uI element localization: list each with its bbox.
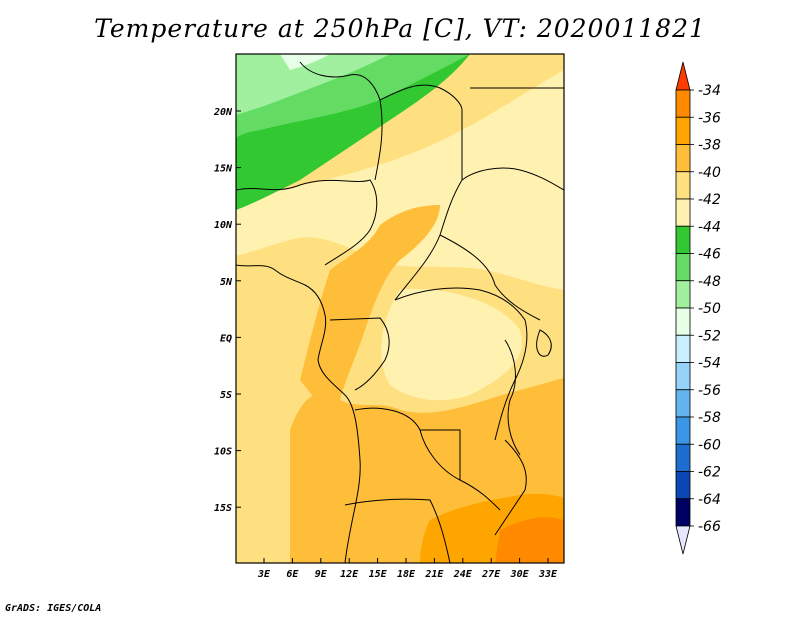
border-gabon-congo bbox=[329, 317, 390, 391]
lon-tick-label: 9E bbox=[315, 569, 328, 580]
colorbar-segment bbox=[675, 116, 691, 145]
field-band-34-core bbox=[495, 517, 564, 563]
colorbar-label: -60 bbox=[698, 437, 721, 453]
border-namibia bbox=[344, 498, 451, 563]
field-band-50 bbox=[280, 54, 330, 70]
border-west-sahel bbox=[236, 179, 378, 266]
colorbar-segment bbox=[675, 89, 691, 118]
colorbar-segment bbox=[675, 171, 691, 200]
lon-tick-label: 18E bbox=[397, 569, 416, 580]
colorbar-label: -48 bbox=[698, 274, 721, 290]
colorbar-segment bbox=[675, 225, 691, 254]
colorbar-label: -56 bbox=[698, 383, 721, 399]
colorbar-label: -54 bbox=[698, 356, 721, 372]
colorbar-segment bbox=[675, 471, 691, 500]
colorbar-segment bbox=[675, 198, 691, 227]
border-east-1 bbox=[461, 167, 564, 191]
colorbar-label: -52 bbox=[698, 328, 721, 344]
lat-tick-label: 10N bbox=[214, 220, 233, 231]
lat-tick-label: 5S bbox=[220, 390, 232, 401]
lon-tick-label: 27E bbox=[481, 569, 501, 580]
colorbar-label: -66 bbox=[698, 519, 721, 535]
temperature-field bbox=[236, 54, 564, 563]
colorbar-label: -64 bbox=[698, 492, 721, 508]
west-coastline bbox=[236, 264, 361, 563]
colorbar-segment bbox=[675, 443, 691, 472]
lon-tick-label: 15E bbox=[369, 569, 388, 580]
border-zambia bbox=[420, 429, 461, 480]
colorbar-segment bbox=[675, 416, 691, 445]
lon-tick-label: 33E bbox=[538, 569, 558, 580]
lat-tick-label: 15N bbox=[214, 164, 233, 175]
colorbar-label: -50 bbox=[698, 301, 721, 317]
field-band-48 bbox=[236, 54, 390, 115]
colorbar-label: -58 bbox=[698, 410, 721, 426]
border-north-1 bbox=[299, 61, 383, 181]
colorbar-label: -62 bbox=[698, 465, 721, 481]
field-band-42-north bbox=[236, 70, 564, 290]
lon-tick-label: 12E bbox=[340, 569, 359, 580]
colorbar-label: -38 bbox=[698, 138, 721, 154]
border-east-2 bbox=[439, 234, 541, 321]
colorbar-bottom-arrow bbox=[675, 525, 691, 555]
lon-tick-label: 3E bbox=[257, 569, 271, 580]
colorbar-segment bbox=[675, 280, 691, 309]
colorbar-segment bbox=[675, 362, 691, 391]
colorbar-segment bbox=[675, 389, 691, 418]
lat-tick-label: 10S bbox=[214, 447, 232, 458]
colorbar-segment bbox=[675, 144, 691, 173]
colorbar-label: -40 bbox=[698, 165, 721, 181]
lat-tick-label: EQ bbox=[220, 333, 232, 344]
longitude-axis: 3E 6E 9E 12E 15E 18E 21E 24E 27E 30E 33E bbox=[257, 558, 558, 580]
chart-title: Temperature at 250hPa [C], VT: 202001182… bbox=[94, 14, 706, 43]
colorbar-top-arrow bbox=[675, 61, 691, 91]
colorbar: -34 -36 -38 -40 -42 -44 -46 -48 -50 -52 -54 -56 -58 -… bbox=[675, 61, 721, 555]
lat-tick-label: 5N bbox=[220, 277, 233, 288]
border-drc bbox=[394, 287, 528, 441]
lake-victoria bbox=[536, 329, 552, 357]
lon-tick-label: 21E bbox=[424, 569, 444, 580]
lat-tick-label: 20N bbox=[213, 107, 233, 118]
border-mozambique bbox=[494, 439, 527, 536]
colorbar-segment bbox=[675, 307, 691, 336]
lon-tick-label: 30E bbox=[510, 569, 530, 580]
colorbar-label: -42 bbox=[698, 192, 721, 208]
field-band-42-center bbox=[381, 289, 522, 401]
grads-credit: GrADS: IGES/COLA bbox=[5, 603, 102, 614]
colorbar-label: -36 bbox=[698, 110, 721, 126]
lon-tick-label: 24E bbox=[453, 569, 473, 580]
colorbar-segment bbox=[675, 253, 691, 282]
colorbar-label: -34 bbox=[698, 83, 721, 99]
border-angola bbox=[354, 407, 501, 511]
lon-tick-label: 6E bbox=[286, 569, 299, 580]
map-frame bbox=[235, 53, 565, 564]
colorbar-segment bbox=[675, 334, 691, 363]
border-north-2 bbox=[379, 84, 463, 301]
colorbar-label: -44 bbox=[698, 219, 721, 235]
lake-tanganyika bbox=[504, 339, 521, 456]
latitude-axis: 20N 15N 10N 5N EQ 5S 10S 15S bbox=[213, 107, 241, 514]
lat-tick-label: 15S bbox=[214, 503, 232, 514]
colorbar-label: -46 bbox=[698, 247, 721, 263]
colorbar-segment bbox=[675, 498, 691, 527]
country-borders bbox=[236, 61, 564, 563]
